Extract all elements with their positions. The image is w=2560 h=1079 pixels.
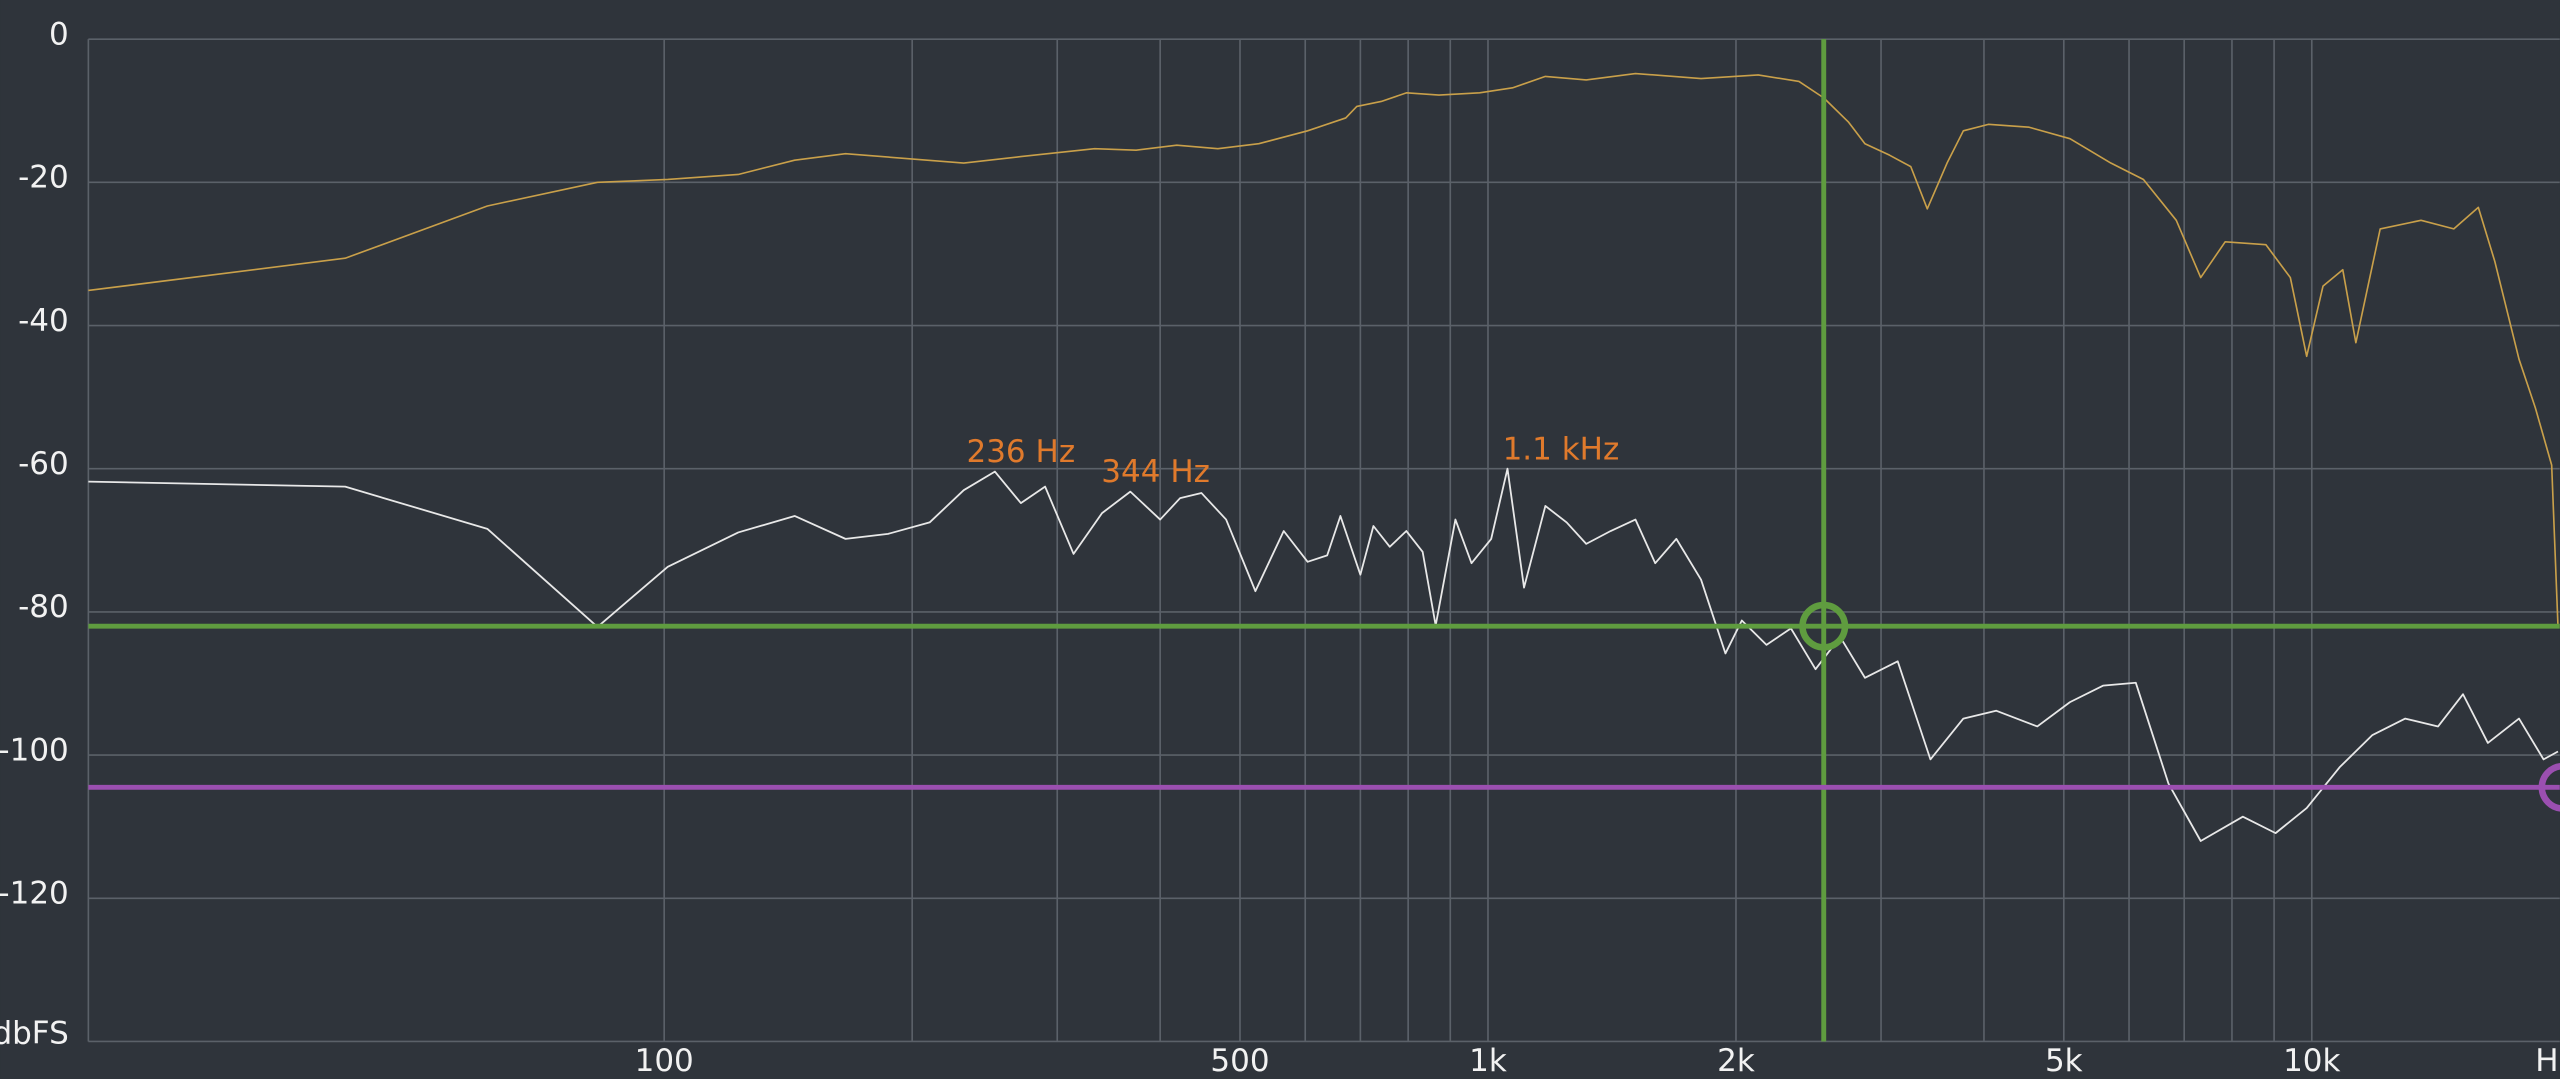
x-axis-label: H (2535, 1043, 2558, 1079)
y-tick-label: -120 (0, 876, 69, 912)
x-tick-label: 2k (1717, 1043, 1755, 1079)
threshold-marker (2538, 763, 2560, 812)
plot-area (88, 39, 2560, 1042)
grid (87, 38, 2560, 1043)
y-tick-label: dbFS (0, 1015, 69, 1051)
x-tick-label: 500 (1210, 1043, 1269, 1079)
peak-annotation: 344 Hz (1101, 454, 1210, 490)
x-tick-label: 5k (2045, 1043, 2083, 1079)
peak-annotation: 1.1 kHz (1503, 431, 1620, 467)
labels: 0 -20 -40 -60 -80 -100 -120 dbFS 100 500 1k 2k 5k 10k… (0, 16, 2559, 1079)
cursor-marker (1799, 601, 1849, 651)
y-tick-label: -20 (18, 160, 69, 196)
x-tick-label: 1k (1469, 1043, 1507, 1079)
y-tick-label: -80 (18, 589, 69, 625)
series-line (88, 72, 2559, 627)
y-tick-label: -100 (0, 732, 69, 768)
series-line (88, 467, 2559, 842)
x-tick-label: 10k (2283, 1043, 2340, 1079)
peak-annotation: 236 Hz (966, 434, 1075, 470)
y-tick-label: 0 (49, 16, 69, 52)
y-tick-label: -40 (18, 303, 69, 339)
y-tick-label: -60 (18, 446, 69, 482)
x-tick-label: 100 (635, 1043, 694, 1079)
